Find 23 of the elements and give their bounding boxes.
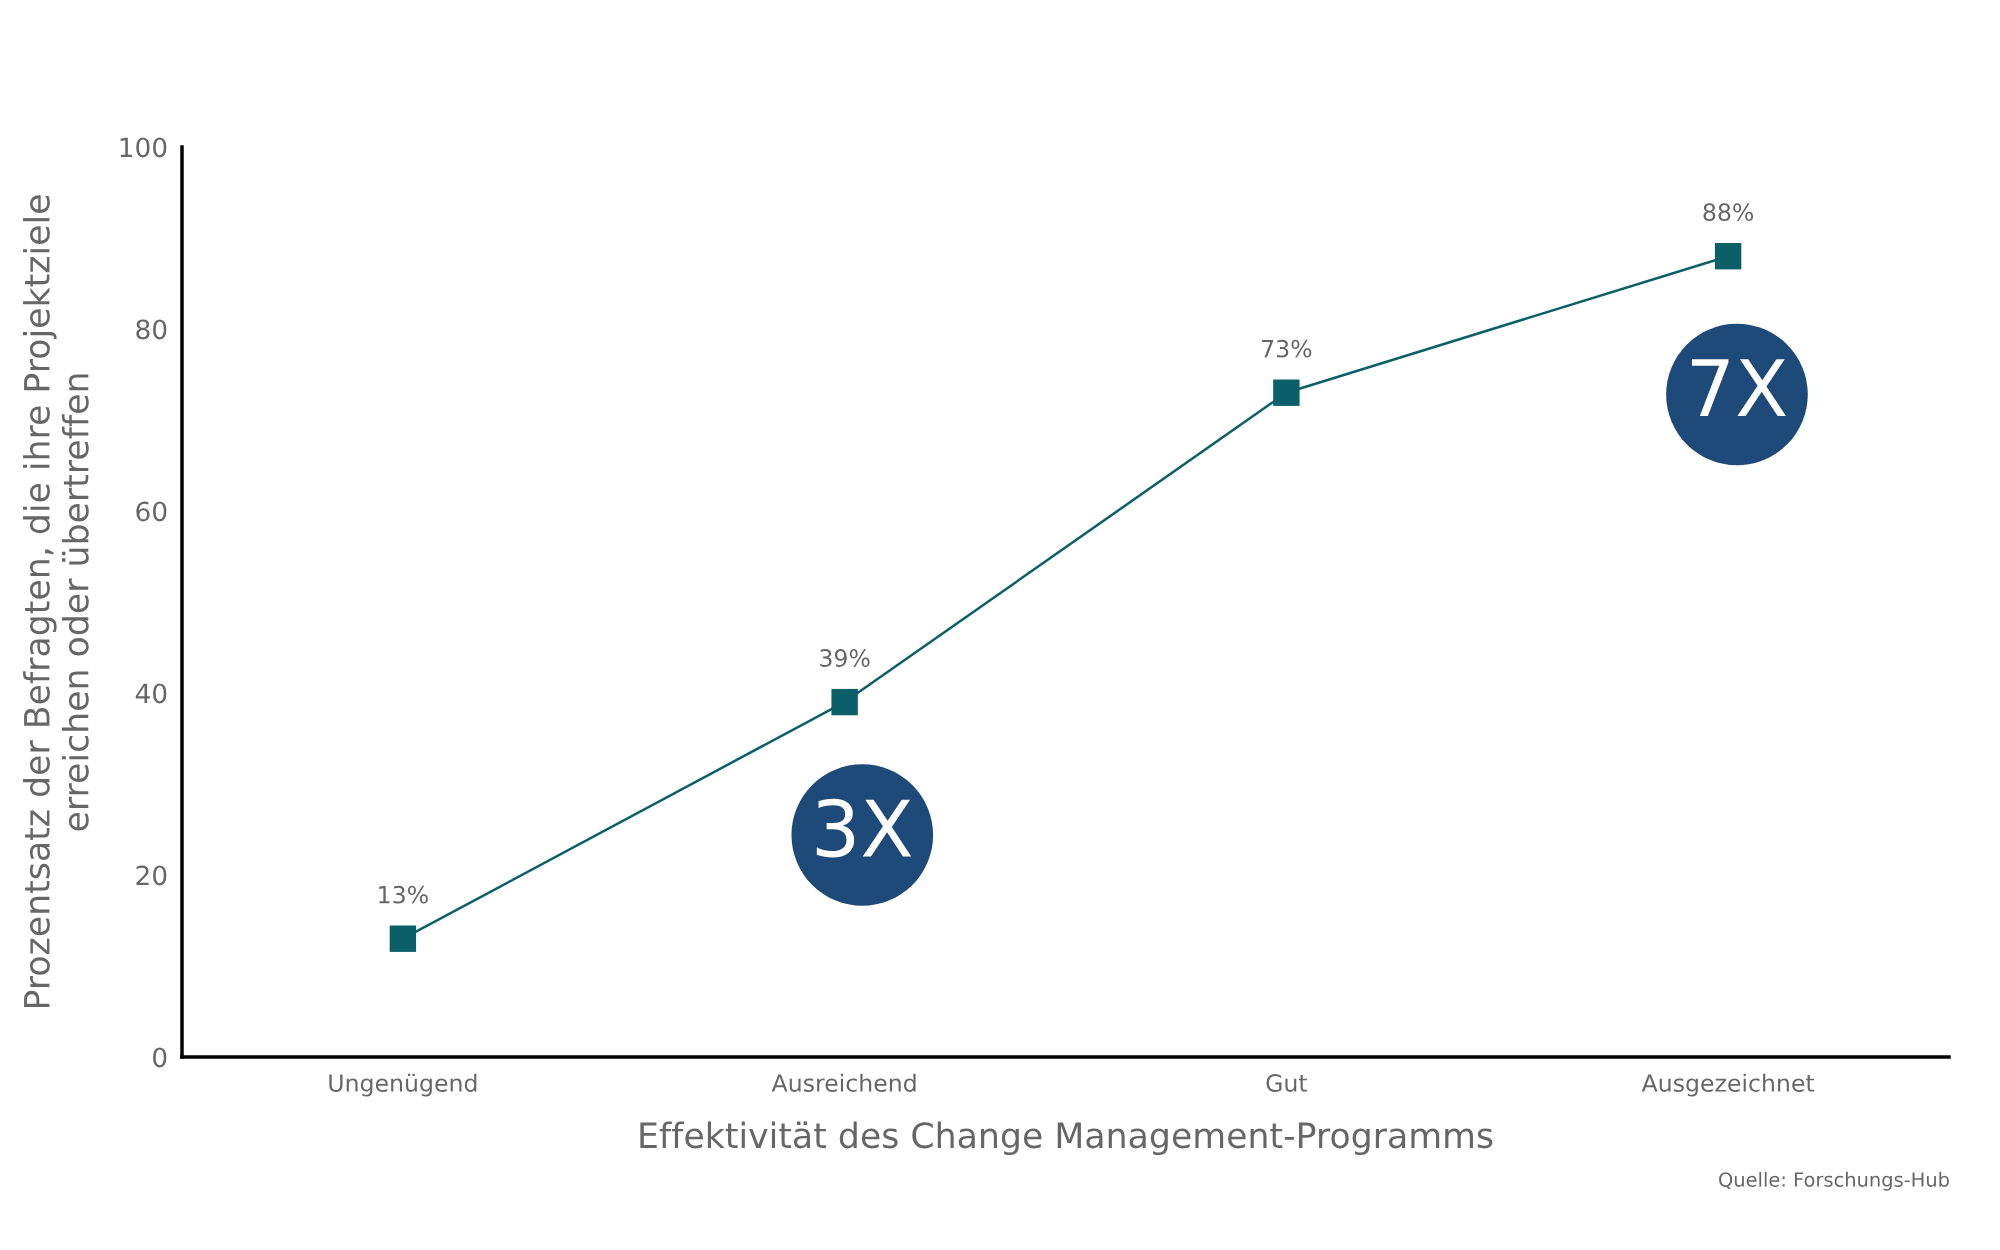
point (389, 925, 417, 952)
x-axis-title: Effektivität des Change Management-Programms (640, 1121, 1493, 1156)
y-axis-title: Prozentsatz der Befragten, die ihre Projektziele erreichen oder übertreffen (23, 195, 89, 1008)
source-note: Quelle: Forschungs-Hub (1719, 1171, 1949, 1191)
data-label: 39% (820, 649, 870, 667)
point (831, 688, 858, 716)
y-tick-label: 20 (136, 865, 167, 886)
point (1273, 379, 1300, 406)
y-tick-label: 40 (135, 683, 167, 704)
point (1714, 243, 1742, 270)
y-tick-label: 100 (120, 137, 167, 158)
y-tick-label: 80 (136, 319, 167, 340)
x-tick-label: Ungenügend (329, 1073, 477, 1097)
data-label: 73% (1262, 339, 1312, 358)
x-tick-label: Ausreichend (771, 1073, 916, 1092)
annotation: 7X (1691, 359, 1786, 416)
x-tick-label: Gut (1266, 1074, 1308, 1092)
y-tick-label: 60 (136, 501, 167, 522)
y-tick-label: 0 (153, 1047, 167, 1068)
data-label: 13% (379, 885, 428, 904)
data-label: 88% (1703, 203, 1754, 222)
x-tick-label: Ausgezeichnet (1641, 1073, 1815, 1097)
annotation: 3X (816, 798, 912, 858)
